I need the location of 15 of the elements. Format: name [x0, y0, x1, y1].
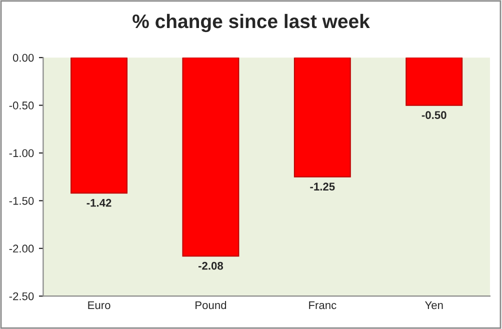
data-label: -1.25 [310, 182, 335, 191]
x-tick-label: Pound [196, 300, 226, 310]
data-label: -1.42 [86, 198, 112, 207]
y-tick-label: -2.00 [9, 244, 34, 253]
y-tick-label: 0.00 [12, 54, 34, 62]
x-tick-label: Yen [424, 301, 443, 310]
data-label: -0.50 [422, 111, 446, 119]
x-tick-label: Franc [309, 301, 336, 310]
x-tick-label: Euro [88, 301, 110, 310]
data-label: -2.08 [198, 262, 224, 270]
y-tick-label: -0.50 [9, 102, 34, 110]
y-tick-label: -1.00 [9, 149, 34, 158]
y-tick-label: -2.50 [9, 292, 34, 300]
y-tick-label: -1.50 [9, 196, 34, 205]
chart-title: % change since last week [132, 14, 370, 32]
